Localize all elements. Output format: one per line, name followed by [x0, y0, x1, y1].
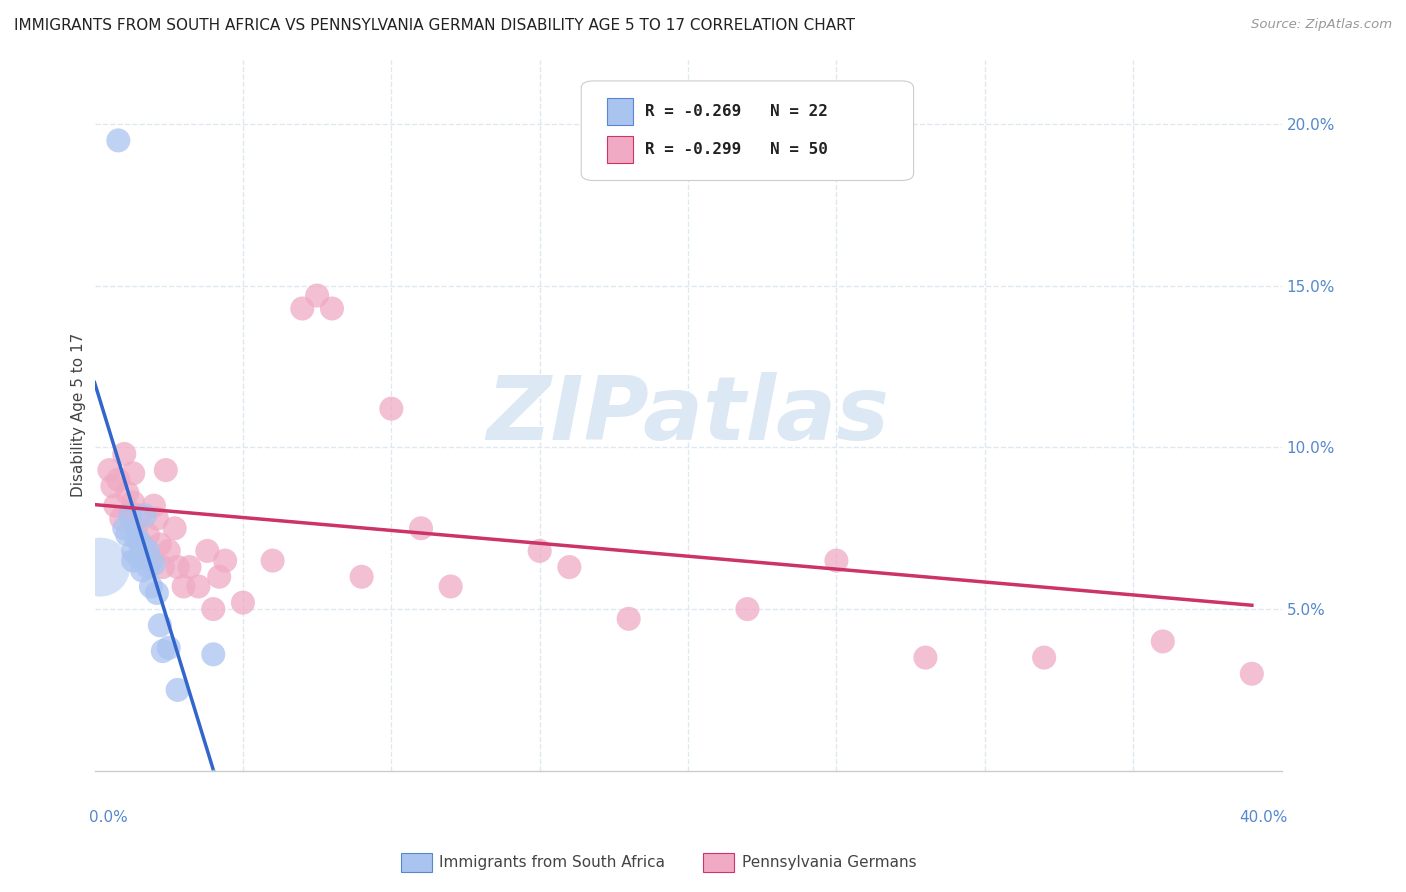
Point [409, 521, 432, 535]
Bar [607, 98, 634, 125]
Text: ZIPatlas: ZIPatlas [486, 372, 890, 458]
Point [208, 570, 231, 584]
Point [157, 640, 180, 655]
Point [112, 521, 135, 535]
Text: IMMIGRANTS FROM SOUTH AFRICA VS PENNSYLVANIA GERMAN DISABILITY AGE 5 TO 17 CORRE: IMMIGRANTS FROM SOUTH AFRICA VS PENNSYLV… [14, 18, 855, 33]
Point [262, 553, 284, 567]
Point [112, 447, 135, 461]
Point [149, 537, 172, 551]
Point [825, 553, 848, 567]
Point [146, 586, 169, 600]
Point [107, 133, 129, 147]
Point [166, 560, 188, 574]
Point [187, 579, 209, 593]
Point [149, 618, 172, 632]
Point [128, 534, 150, 549]
Point [350, 570, 373, 584]
Point [115, 485, 138, 500]
Point [142, 499, 165, 513]
Point [115, 527, 138, 541]
Point [104, 499, 127, 513]
Text: Pennsylvania Germans: Pennsylvania Germans [742, 855, 917, 870]
Y-axis label: Disability Age 5 to 17: Disability Age 5 to 17 [72, 333, 86, 497]
Point [617, 612, 640, 626]
Point [166, 682, 188, 697]
Point [131, 541, 153, 555]
Point [214, 553, 236, 567]
Point [134, 508, 156, 523]
Point [321, 301, 343, 316]
Point [291, 301, 314, 316]
Point [128, 550, 150, 565]
Point [120, 505, 142, 519]
Point [152, 644, 174, 658]
Text: Source: ZipAtlas.com: Source: ZipAtlas.com [1251, 18, 1392, 31]
Point [173, 579, 195, 593]
Text: R = -0.269   N = 22: R = -0.269 N = 22 [645, 103, 828, 119]
Point [125, 531, 148, 545]
Point [110, 511, 132, 525]
Point [1240, 666, 1263, 681]
Point [131, 537, 153, 551]
Point [139, 579, 162, 593]
Point [1152, 634, 1174, 648]
Point [136, 560, 159, 574]
Point [202, 602, 225, 616]
Point [136, 544, 159, 558]
Point [125, 521, 148, 535]
Point [676, 101, 699, 115]
Point [529, 544, 551, 558]
Point [737, 602, 759, 616]
Text: Immigrants from South Africa: Immigrants from South Africa [439, 855, 665, 870]
FancyBboxPatch shape [581, 81, 914, 180]
Point [1033, 650, 1056, 665]
Bar [607, 136, 634, 163]
Point [157, 544, 180, 558]
Point [558, 560, 581, 574]
Point [380, 401, 402, 416]
Point [98, 463, 121, 477]
Point [179, 560, 201, 574]
Point [128, 508, 150, 523]
Point [139, 553, 162, 567]
Point [134, 544, 156, 558]
Point [136, 527, 159, 541]
Point [152, 560, 174, 574]
Point [195, 544, 218, 558]
Point [120, 508, 142, 523]
Point [155, 463, 177, 477]
Point [440, 579, 463, 593]
Point [89, 560, 111, 574]
Point [107, 473, 129, 487]
Point [122, 544, 145, 558]
Point [122, 495, 145, 509]
Point [101, 479, 124, 493]
Point [163, 521, 186, 535]
Text: 0.0%: 0.0% [89, 810, 128, 825]
Text: 40.0%: 40.0% [1239, 810, 1288, 825]
Point [122, 553, 145, 567]
Point [914, 650, 936, 665]
Point [307, 288, 329, 302]
Point [146, 511, 169, 525]
Point [202, 648, 225, 662]
Point [122, 467, 145, 481]
Point [142, 557, 165, 571]
Point [232, 596, 254, 610]
Point [131, 563, 153, 577]
Text: R = -0.299   N = 50: R = -0.299 N = 50 [645, 142, 828, 157]
